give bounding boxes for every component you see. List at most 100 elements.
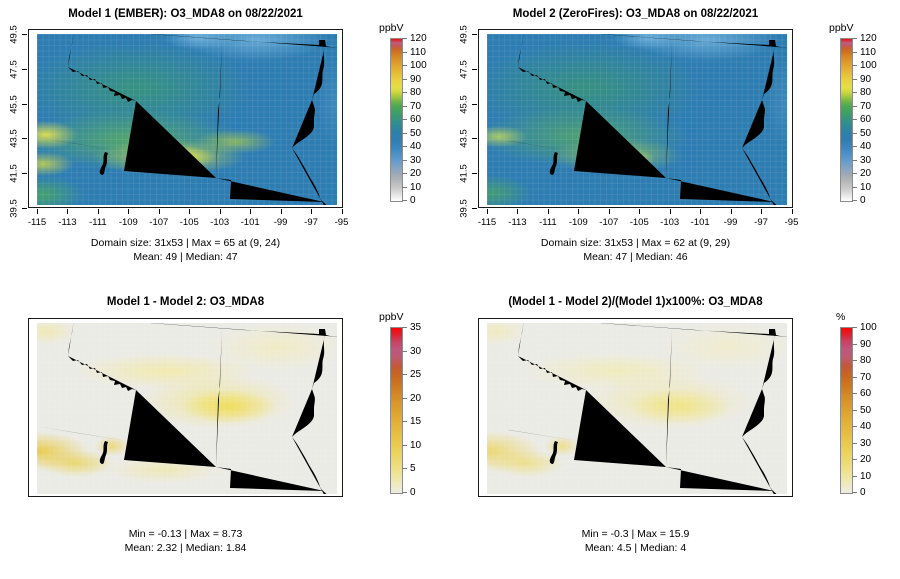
colorbar-tick-label: 70 bbox=[410, 100, 422, 112]
colorbar-tick bbox=[402, 65, 407, 66]
y-tick-label: 39.5 bbox=[458, 199, 470, 218]
colorbar-tick bbox=[402, 51, 407, 53]
x-tick bbox=[280, 209, 282, 214]
x-tick-label: -99 bbox=[723, 217, 738, 228]
colorbar-tick bbox=[852, 38, 857, 39]
colorbar-tick-label: 80 bbox=[410, 87, 422, 98]
colorbar-tick bbox=[852, 200, 857, 201]
panel4-colorbar bbox=[840, 327, 853, 494]
y-tick-label: 45.5 bbox=[458, 94, 470, 114]
x-tick-label: -109 bbox=[568, 217, 588, 228]
colorbar-tick bbox=[402, 132, 407, 134]
y-tick-label: 49.5 bbox=[458, 25, 470, 44]
colorbar-tick bbox=[402, 397, 407, 399]
colorbar-tick bbox=[852, 132, 857, 134]
x-tick-label: -97 bbox=[754, 217, 768, 228]
x-tick bbox=[128, 209, 130, 214]
colorbar-tick-label: 0 bbox=[860, 487, 866, 498]
panel1-title: Model 1 (EMBER): O3_MDA8 on 08/22/2021 bbox=[68, 8, 303, 20]
panel4-state-borders bbox=[487, 323, 787, 494]
colorbar-tick-label: 20 bbox=[860, 168, 872, 179]
colorbar-tick bbox=[852, 119, 857, 120]
colorbar-tick bbox=[852, 393, 857, 394]
colorbar-tick-label: 80 bbox=[860, 87, 872, 98]
x-tick bbox=[250, 209, 252, 214]
colorbar-tick bbox=[402, 492, 407, 493]
x-tick bbox=[669, 209, 671, 214]
colorbar-tick bbox=[402, 105, 407, 107]
colorbar-tick bbox=[852, 426, 857, 427]
y-tick-label: 39.5 bbox=[8, 199, 20, 218]
colorbar-tick-label: 40 bbox=[410, 141, 422, 152]
colorbar-tick bbox=[402, 146, 407, 147]
colorbar-tick bbox=[852, 409, 857, 411]
x-tick-label: -95 bbox=[334, 217, 349, 228]
colorbar-tick bbox=[852, 459, 857, 460]
y-tick-label: 45.5 bbox=[8, 94, 20, 114]
y-tick bbox=[472, 34, 477, 35]
x-tick-label: -101 bbox=[690, 217, 710, 228]
x-tick-label: -115 bbox=[27, 217, 47, 228]
panel2-colorbar-title: ppbV bbox=[829, 22, 854, 34]
colorbar-tick bbox=[402, 119, 407, 120]
panel1-ozone-raster bbox=[37, 34, 337, 205]
colorbar-tick-label: 30 bbox=[410, 345, 422, 357]
colorbar-tick bbox=[402, 468, 407, 470]
panel4-colorbar-title: % bbox=[836, 311, 846, 323]
panel4-percent-diff-raster bbox=[487, 323, 787, 494]
colorbar-tick bbox=[852, 186, 857, 188]
x-tick-label: -101 bbox=[240, 217, 260, 228]
colorbar-tick-label: 100 bbox=[860, 322, 877, 333]
x-tick bbox=[761, 209, 763, 214]
panel3-stats: Min = -0.13 | Max = 8.73 Mean: 2.32 | Me… bbox=[28, 528, 343, 555]
colorbar-tick-label: 60 bbox=[410, 114, 422, 125]
panel1-stats-line2: Mean: 49 | Median: 47 bbox=[133, 250, 238, 263]
x-tick bbox=[219, 209, 221, 214]
colorbar-tick-label: 0 bbox=[860, 195, 866, 206]
x-tick-label: -105 bbox=[629, 217, 649, 228]
colorbar-tick-label: 70 bbox=[860, 371, 872, 383]
colorbar-tick bbox=[402, 78, 407, 80]
x-tick-label: -111 bbox=[89, 217, 107, 228]
y-tick-label: 47.5 bbox=[8, 60, 20, 79]
colorbar-tick-label: 30 bbox=[410, 154, 422, 166]
colorbar-tick bbox=[402, 327, 407, 328]
panel4-stats-line2: Mean: 4.5 | Median: 4 bbox=[584, 541, 687, 554]
colorbar-tick bbox=[852, 475, 857, 477]
x-tick-label: -97 bbox=[304, 217, 318, 228]
y-tick bbox=[22, 138, 27, 140]
colorbar-tick bbox=[852, 376, 857, 378]
colorbar-tick bbox=[852, 51, 857, 53]
colorbar-tick-label: 10 bbox=[410, 439, 422, 451]
x-tick bbox=[341, 209, 343, 214]
colorbar-tick-label: 25 bbox=[410, 369, 422, 381]
colorbar-tick bbox=[852, 492, 857, 493]
x-tick bbox=[158, 209, 160, 214]
colorbar-tick-label: 0 bbox=[410, 195, 416, 206]
x-tick bbox=[639, 209, 641, 214]
panel1-colorbar bbox=[390, 38, 403, 202]
x-tick bbox=[730, 209, 732, 214]
y-tick-label: 43.5 bbox=[458, 129, 470, 149]
x-tick-label: -103 bbox=[660, 217, 680, 228]
colorbar-tick-label: 100 bbox=[410, 60, 427, 71]
y-tick bbox=[472, 103, 477, 105]
panel3-colorbar bbox=[390, 327, 403, 494]
y-tick-label: 41.5 bbox=[458, 164, 470, 183]
panel2-stats-line2: Mean: 47 | Median: 46 bbox=[583, 250, 688, 263]
panel3-colorbar-title: ppbV bbox=[379, 311, 404, 323]
colorbar-tick-label: 110 bbox=[410, 46, 426, 58]
x-tick-label: -105 bbox=[179, 217, 199, 228]
y-tick bbox=[472, 173, 477, 175]
colorbar-tick-label: 30 bbox=[860, 437, 872, 449]
x-tick-label: -113 bbox=[508, 217, 527, 228]
x-tick-label: -115 bbox=[477, 217, 497, 228]
y-tick bbox=[472, 138, 477, 140]
colorbar-tick bbox=[852, 65, 857, 66]
panel2-stats-line1: Domain size: 31x53 | Max = 62 at (9, 29) bbox=[540, 237, 731, 249]
colorbar-tick-label: 60 bbox=[860, 388, 872, 399]
x-tick-label: -111 bbox=[539, 217, 557, 228]
colorbar-tick-label: 120 bbox=[410, 33, 427, 44]
y-tick bbox=[472, 68, 477, 70]
